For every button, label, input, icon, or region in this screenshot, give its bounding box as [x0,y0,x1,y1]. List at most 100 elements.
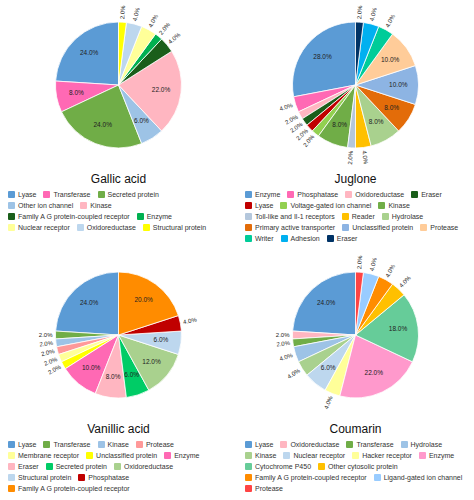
legend-item: Eraser [8,462,39,471]
pie-slices [293,22,419,148]
legend-item: Lyase [8,440,36,449]
legend-swatch [378,202,385,209]
data-label: 4.0% [286,367,301,380]
legend: LyaseOxidoreductaseTransferaseHydrolaseK… [245,440,466,493]
legend-swatch [8,441,15,448]
data-label: 10.0% [381,56,400,63]
pie-labels: 24.0%2.0%2.0%4.0%4.0%6.0%4.0%22.0%18.0%4… [276,255,413,410]
legend-label: Phosphatase [88,473,129,482]
pie-slices [56,22,182,148]
legend-swatch [420,224,427,231]
legend-item: Adhesion [281,234,320,243]
legend-label: Enzyme [174,451,199,460]
data-label: 6.0% [321,364,336,371]
legend-item: Lyase [8,190,36,199]
pie-slice [293,272,356,335]
legend-item: Kinase [98,440,129,449]
legend-item: Kinase [245,451,276,460]
data-label: 4.0% [384,263,396,278]
legend-swatch [164,452,171,459]
data-label: 2.0% [39,332,53,338]
legend-label: Transferase [356,440,393,449]
legend-item: Oxidoreductase [280,440,339,449]
data-label: 4.0% [167,31,182,45]
legend-item: Nuclear receptor [8,223,70,232]
data-label: 28.0% [313,53,332,60]
data-label: 4.0% [183,317,198,326]
legend-label: Other ion channel [18,201,73,210]
legend-swatch [8,474,15,481]
data-label: 8.0% [384,104,399,111]
legend-item: Nuclear receptor [283,451,345,460]
data-label: 2.0% [347,150,354,165]
legend-label: Lyase [18,190,36,199]
pie-slice [119,272,179,335]
legend-item: Transferase [43,440,90,449]
legend-item: Eraser [327,234,358,243]
legend-swatch [245,485,252,492]
legend-swatch [8,191,15,198]
data-label: 4.0% [369,256,378,271]
data-label: 8.0% [369,118,384,125]
data-label: 24.0% [94,121,113,128]
pie-slice [348,85,356,148]
data-label: 4.0% [384,13,396,28]
legend-item: Cytochrome P450 [245,462,311,471]
data-label: 18.0% [389,325,408,332]
pie-labels: 24.0%2.0%2.0%2.0%2.0%2.0%10.0%8.0%6.0%12… [39,296,198,380]
legend-label: Oxidoreductase [87,223,136,232]
legend-label: Kinase [388,201,409,210]
chart-title: Vanillic acid [87,422,149,436]
legend-swatch [78,474,85,481]
legend-item: Transferase [346,440,393,449]
legend-label: Ligand-gated ion channel [384,473,463,482]
legend-label: Family A G protein-coupled receptor [18,484,130,493]
legend-label: Toll-like and Il-1 receptors [255,212,335,221]
legend-label: Unclassified protein [352,223,413,232]
data-label: 4.0% [323,394,334,410]
legend-item: Hydrolase [382,212,424,221]
legend-item: Kinase [378,201,409,210]
legend-label: Eraser [421,190,442,199]
pie-slice [356,22,364,85]
legend-swatch [8,463,15,470]
data-label: 4.0% [279,352,294,362]
pie-slice [318,85,355,148]
data-label: 22.0% [152,86,171,93]
legend-label: Hydrolase [411,440,443,449]
pie-labels: 28.0%4.0%2.0%2.0%2.0%2.0%8.0%2.0%4.0%8.0… [279,5,408,165]
legend-item: Membrane receptor [8,451,79,460]
legend-swatch [327,235,334,242]
legend-swatch [245,213,252,220]
data-label: 12.0% [142,358,161,365]
legend-swatch [245,224,252,231]
legend-label: Unclassified protein [96,451,157,460]
legend-swatch [137,213,144,220]
legend-label: Membrane receptor [18,451,79,460]
legend-item: Protease [245,484,283,493]
legend-swatch [77,224,84,231]
pie-chart: 24.0%8.0%24.0%6.0%22.0%4.0%2.0%4.0%4.0%2… [56,5,183,186]
legend-label: Primary active transporter [255,223,335,232]
legend-label: Protease [430,223,458,232]
legend: EnzymePhosphataseOxidoreductaseEraserLya… [245,190,466,243]
legend-item: Oxidoreductase [77,223,136,232]
legend: LyaseTransferaseKinaseProteaseMembrane r… [8,440,229,493]
legend-label: Kinase [255,451,276,460]
data-label: 8.0% [106,373,121,380]
legend-swatch [8,224,15,231]
chart-title: Coumarin [329,422,381,436]
pie-slice [119,22,127,85]
legend-swatch [8,452,15,459]
legend-item: Protease [420,223,458,232]
legend-label: Family A G protein-coupled receptor [255,473,367,482]
legend-swatch [346,441,353,448]
legend-label: Adhesion [291,234,320,243]
data-label: 2.0% [302,133,316,148]
legend-label: Oxidoreductase [355,190,404,199]
legend-swatch [245,452,252,459]
legend-swatch [419,452,426,459]
legend-swatch [345,191,352,198]
pie-slice [119,22,142,85]
legend-label: Protease [255,484,283,493]
